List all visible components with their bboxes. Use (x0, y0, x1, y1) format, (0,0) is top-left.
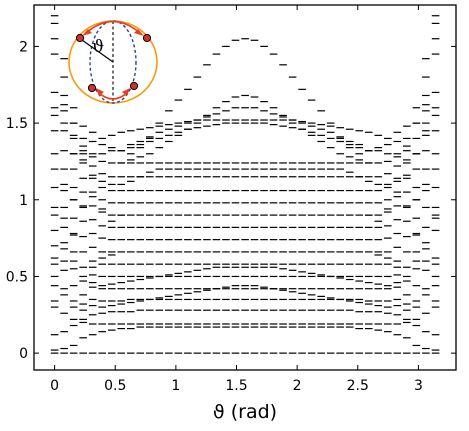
inset-arrowhead-top-right (134, 29, 144, 36)
y-axis-ticks: 0 0.5 1 1.5 2 (6, 39, 456, 362)
inset-point-top-left (75, 33, 85, 43)
y-tick-label-4: 2 (19, 39, 28, 55)
inset-point-bottom-left (87, 83, 97, 93)
x-tick-label-4: 2 (293, 378, 302, 394)
plot-frame (33, 4, 457, 371)
x-tick-label-6: 3 (414, 378, 423, 394)
inset-point-bottom-right (129, 81, 139, 91)
x-tick-label-3: 1.5 (225, 378, 247, 394)
x-tick-label-5: 2.5 (347, 378, 369, 394)
y-tick-label-0: 0 (19, 346, 28, 362)
inset-arrowhead-bottom-right (122, 88, 130, 96)
inset-arrowhead-bottom-left (96, 88, 104, 96)
inset-diagram: ϑ (68, 20, 158, 104)
x-tick-label-1: 0.5 (104, 378, 126, 394)
y-tick-label-1: 0.5 (6, 269, 28, 285)
y-tick-label-2: 1 (19, 193, 28, 209)
inset-point-top-right (142, 33, 152, 43)
inset-radius-line (81, 39, 114, 63)
x-axis-label: ϑ (rad) (213, 401, 277, 423)
inset-dashed-ellipse (89, 20, 137, 104)
inset-angle-label: ϑ (92, 37, 104, 57)
y-tick-label-3: 1.5 (6, 116, 28, 132)
inset-arrow-top (85, 20, 141, 34)
x-tick-label-0: 0 (50, 378, 59, 394)
inset-arrowhead-top-left (82, 29, 92, 36)
data-marks (50, 15, 440, 354)
x-tick-label-2: 1 (171, 378, 180, 394)
x-axis-ticks: 0 0.5 1 1.5 2 2.5 3 (50, 5, 423, 394)
